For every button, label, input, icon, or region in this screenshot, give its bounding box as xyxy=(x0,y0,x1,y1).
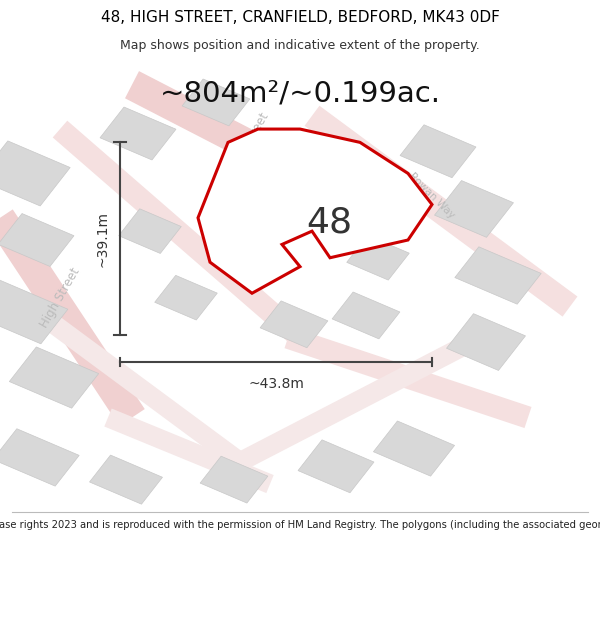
Polygon shape xyxy=(332,292,400,339)
Text: High Street: High Street xyxy=(38,266,82,330)
Polygon shape xyxy=(434,181,514,238)
Polygon shape xyxy=(260,301,328,348)
Polygon shape xyxy=(347,236,409,280)
Polygon shape xyxy=(10,347,98,408)
Text: High Street: High Street xyxy=(227,110,271,174)
Text: 48: 48 xyxy=(307,206,353,240)
Text: ~804m²/~0.199ac.: ~804m²/~0.199ac. xyxy=(160,79,440,107)
Polygon shape xyxy=(455,247,541,304)
Polygon shape xyxy=(298,440,374,493)
Polygon shape xyxy=(0,429,79,486)
Polygon shape xyxy=(155,276,217,320)
Text: ~39.1m: ~39.1m xyxy=(95,211,109,267)
Polygon shape xyxy=(446,314,526,371)
Text: Contains OS data © Crown copyright and database right 2021. This information is : Contains OS data © Crown copyright and d… xyxy=(0,521,600,531)
Polygon shape xyxy=(320,168,388,214)
Polygon shape xyxy=(198,129,432,293)
Text: 48, HIGH STREET, CRANFIELD, BEDFORD, MK43 0DF: 48, HIGH STREET, CRANFIELD, BEDFORD, MK4… xyxy=(101,10,499,25)
Text: ~43.8m: ~43.8m xyxy=(248,378,304,391)
Polygon shape xyxy=(100,107,176,160)
Polygon shape xyxy=(373,421,455,476)
Polygon shape xyxy=(0,141,70,206)
Polygon shape xyxy=(119,209,181,254)
Polygon shape xyxy=(0,278,68,344)
Text: Map shows position and indicative extent of the property.: Map shows position and indicative extent… xyxy=(120,39,480,51)
Polygon shape xyxy=(400,125,476,177)
Polygon shape xyxy=(0,214,74,266)
Text: Rowan Way: Rowan Way xyxy=(407,171,457,221)
Polygon shape xyxy=(182,79,250,126)
Polygon shape xyxy=(200,456,268,503)
Polygon shape xyxy=(89,455,163,504)
